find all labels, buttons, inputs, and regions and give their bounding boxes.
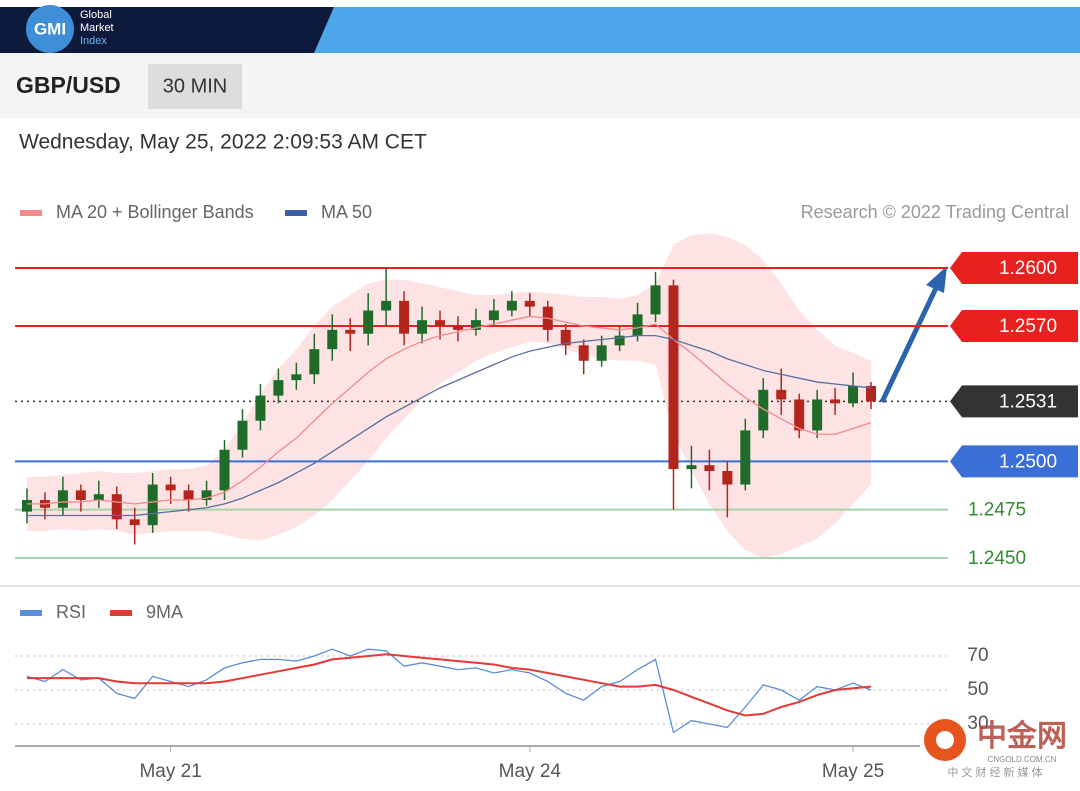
ma-line xyxy=(26,335,872,517)
brand-line: Index xyxy=(80,35,107,47)
candle-body xyxy=(219,449,230,491)
timeframe-box[interactable] xyxy=(148,64,242,109)
level-label-box xyxy=(950,445,1078,478)
candle-body xyxy=(93,494,104,501)
watermark-tagline: 中 文 财 经 新 媒 体 xyxy=(947,765,1042,779)
candle-body xyxy=(668,285,679,470)
ma-line xyxy=(26,315,872,505)
candle-body xyxy=(488,310,499,321)
logo-text: GMI xyxy=(34,19,66,38)
candle-body xyxy=(327,329,338,350)
brand-line: Market xyxy=(80,22,114,34)
candle-body xyxy=(201,490,212,501)
candle-body xyxy=(848,385,859,404)
candle-body xyxy=(776,389,787,400)
candle-body xyxy=(363,310,374,334)
candle-body xyxy=(417,320,428,334)
header-dark xyxy=(0,7,334,53)
candle-body xyxy=(470,320,481,330)
indicator-line xyxy=(26,648,872,734)
level-label-box xyxy=(950,385,1078,418)
watermark-logo-inner xyxy=(936,731,954,749)
candle-body xyxy=(273,380,284,396)
y-tick-label: 70 xyxy=(967,645,988,666)
candle-body xyxy=(524,300,535,307)
level-label: 1.2450 xyxy=(968,548,1026,569)
credit: Research © 2022 Trading Central xyxy=(801,202,1069,222)
candle-body xyxy=(237,420,248,450)
candle-body xyxy=(596,345,607,361)
candle-body xyxy=(111,494,122,520)
candle-body xyxy=(740,430,751,485)
candle-body xyxy=(578,345,589,361)
forecast-arrow xyxy=(879,286,939,404)
watermark-url: CNGOLD.COM.CN xyxy=(988,755,1057,764)
logo-circle xyxy=(26,5,74,53)
candle-body xyxy=(165,484,176,491)
candle-body xyxy=(722,471,733,485)
candle-body xyxy=(435,320,446,326)
candle-body xyxy=(866,385,877,402)
timestamp: Wednesday, May 25, 2022 2:09:53 AM CET xyxy=(19,131,427,154)
level-label: 1.2570 xyxy=(999,316,1057,337)
x-tick-label: May 21 xyxy=(139,761,201,782)
brand-line: Global xyxy=(80,9,112,21)
x-tick-label: May 24 xyxy=(499,761,562,782)
y-tick-label: 50 xyxy=(967,679,988,700)
level-label: 1.2531 xyxy=(999,391,1057,412)
candle-body xyxy=(686,465,697,470)
candle-body xyxy=(147,484,158,526)
candle-body xyxy=(704,465,715,472)
legend-label: MA 50 xyxy=(321,202,372,222)
level-label: 1.2500 xyxy=(999,451,1057,472)
legend-label: MA 20 + Bollinger Bands xyxy=(56,202,254,222)
indicator-line xyxy=(26,653,872,717)
instrument: GBP/USD xyxy=(16,72,121,98)
candle-body xyxy=(183,490,194,501)
y-tick-label: 30 xyxy=(967,713,988,734)
level-label: 1.2475 xyxy=(968,500,1026,521)
candle-body xyxy=(506,300,517,311)
legend-label: RSI xyxy=(56,602,86,622)
level-label-box xyxy=(950,251,1078,284)
candle-body xyxy=(650,285,661,315)
candle-body xyxy=(309,349,320,375)
timeframe[interactable]: 30 MIN xyxy=(163,75,227,97)
level-label: 1.2600 xyxy=(999,258,1057,279)
candle-body xyxy=(560,329,571,346)
candle-body xyxy=(57,490,68,508)
candle-body xyxy=(758,389,769,431)
x-tick-label: May 25 xyxy=(822,761,884,782)
candle-body xyxy=(452,325,463,330)
candle-body xyxy=(632,314,643,336)
candle-body xyxy=(812,399,823,431)
candle-body xyxy=(830,399,841,404)
candle-body xyxy=(381,300,392,311)
candle-body xyxy=(345,329,356,334)
legend-label: 9MA xyxy=(146,602,183,622)
candle-body xyxy=(21,500,32,512)
candle-body xyxy=(255,395,266,421)
level-label-box xyxy=(950,309,1078,342)
candle-body xyxy=(614,335,625,346)
candle-body xyxy=(291,374,302,381)
candle-body xyxy=(75,490,86,501)
candle-body xyxy=(129,519,140,526)
watermark-name: 中金网 xyxy=(977,719,1067,753)
candle-body xyxy=(794,399,805,431)
arrow-head xyxy=(926,266,947,293)
candle-body xyxy=(399,300,410,334)
